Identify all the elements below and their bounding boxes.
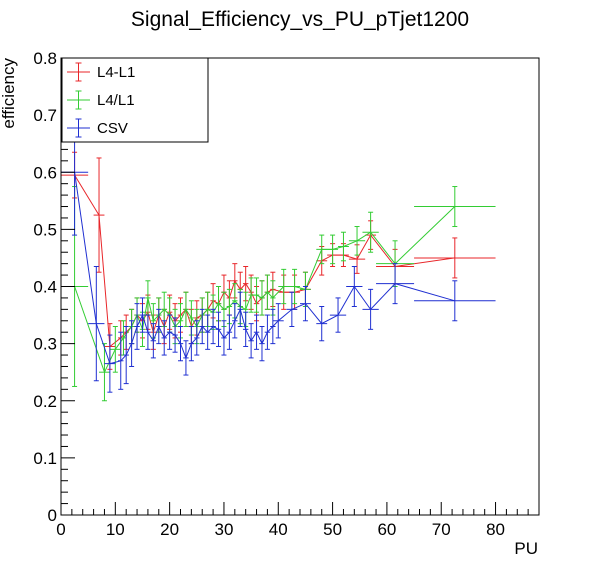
data-point xyxy=(128,320,135,367)
y-tick-label: 0.5 xyxy=(33,220,57,239)
x-tick-label: 60 xyxy=(377,520,396,539)
data-point xyxy=(183,291,189,327)
x-tick-label: 70 xyxy=(432,520,451,539)
data-point xyxy=(259,325,265,362)
x-tick-label: 0 xyxy=(56,520,65,539)
x-tick-label: 80 xyxy=(486,520,505,539)
legend: L4-L1 L4/L1 CSV xyxy=(61,57,209,143)
y-tick-label: 0.6 xyxy=(33,163,57,182)
y-tick-label: 0.2 xyxy=(33,392,57,411)
data-point xyxy=(123,325,129,385)
data-point xyxy=(226,314,233,350)
data-point xyxy=(88,266,105,382)
legend-label: L4-L1 xyxy=(97,64,135,81)
data-point xyxy=(300,286,311,322)
data-point xyxy=(204,314,211,350)
data-point xyxy=(109,325,121,373)
data-point xyxy=(93,157,105,273)
data-point xyxy=(248,277,254,313)
y-tick-label: 0.3 xyxy=(33,335,57,354)
data-point xyxy=(348,226,366,256)
y-tick-label: 0.7 xyxy=(33,106,57,125)
data-point xyxy=(237,291,243,327)
plot-area xyxy=(61,108,496,402)
chart-title: Signal_Efficiency_vs_PU_pTjet1200 xyxy=(131,8,469,31)
data-point xyxy=(145,314,151,350)
data-point xyxy=(362,288,379,330)
data-point xyxy=(183,340,189,376)
data-point xyxy=(346,266,363,307)
legend-label: L4/L1 xyxy=(97,92,135,109)
data-point xyxy=(362,211,379,253)
y-tick-label: 0.4 xyxy=(33,278,57,297)
x-tick-label: 50 xyxy=(323,520,342,539)
data-point xyxy=(199,308,205,345)
data-point xyxy=(316,234,328,265)
data-point xyxy=(210,308,216,345)
legend-entry-csv: CSV xyxy=(67,118,128,138)
data-point xyxy=(221,320,227,356)
data-point xyxy=(414,237,496,279)
y-tick-label: 0.8 xyxy=(33,49,57,68)
series-csv xyxy=(61,108,496,393)
data-point xyxy=(156,308,162,345)
data-point xyxy=(329,297,347,333)
legend-label: CSV xyxy=(97,120,128,137)
data-point xyxy=(338,231,349,262)
legend-entry-l4-l1: L4/L1 xyxy=(67,90,135,110)
data-point xyxy=(104,334,116,393)
data-point xyxy=(134,303,140,350)
x-tick-label: 40 xyxy=(269,520,288,539)
x-tick-label: 10 xyxy=(106,520,125,539)
data-point xyxy=(232,303,238,339)
data-point xyxy=(242,311,249,347)
x-axis: 0 10 20 30 40 50 60 70 80 xyxy=(56,502,540,539)
x-axis-label: PU xyxy=(514,539,538,558)
data-point xyxy=(139,297,146,333)
series-line-l4-l1 xyxy=(74,174,455,348)
y-axis-label: efficiency xyxy=(0,58,18,129)
y-axis: 0 0.1 0.2 0.3 0.4 0.5 0.6 0.7 0.8 xyxy=(33,49,75,525)
data-point xyxy=(177,325,184,362)
data-point xyxy=(215,311,222,347)
data-point xyxy=(166,314,173,350)
data-point xyxy=(120,320,127,356)
data-point xyxy=(248,323,254,359)
data-point xyxy=(118,331,124,390)
data-point xyxy=(278,268,290,305)
y-tick-label: 0 xyxy=(48,506,57,525)
legend-entry-l4-l1: L4-L1 xyxy=(67,62,135,82)
x-tick-label: 30 xyxy=(214,520,233,539)
data-point xyxy=(286,291,298,327)
data-point xyxy=(376,263,415,305)
data-point xyxy=(172,317,178,353)
data-point xyxy=(259,280,265,316)
x-tick-label: 20 xyxy=(160,520,179,539)
data-point xyxy=(270,308,276,345)
data-point xyxy=(327,234,339,265)
data-point xyxy=(253,277,260,313)
data-point xyxy=(414,280,496,322)
data-point xyxy=(264,314,271,350)
data-point xyxy=(316,305,328,342)
data-point xyxy=(414,186,496,228)
y-tick-label: 0.1 xyxy=(33,449,57,468)
data-point xyxy=(289,268,300,305)
data-point xyxy=(150,323,157,359)
data-point xyxy=(188,325,195,362)
data-point xyxy=(264,274,271,310)
data-point xyxy=(253,314,260,350)
data-point xyxy=(161,320,167,356)
data-point xyxy=(272,303,284,339)
data-point xyxy=(194,320,200,356)
